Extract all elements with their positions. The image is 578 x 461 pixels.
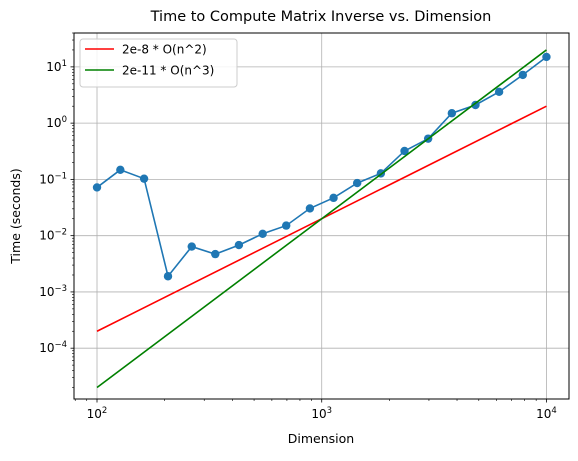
y-tick-label: 100 (46, 115, 67, 130)
data-point (471, 100, 480, 110)
chart-title: Time to Compute Matrix Inverse vs. Dimen… (150, 9, 492, 25)
plot-series (92, 49, 551, 389)
y-axis-label: Time (seconds) (8, 168, 23, 264)
data-point (518, 70, 527, 80)
legend-label: 2e-11 * O(n^3) (122, 64, 214, 78)
axis-ticks: 102 103 104 10−4 10−3 10−2 10−1 100 101 (39, 59, 557, 421)
y-tick-label: 10−3 (39, 284, 67, 299)
y-tick-label: 10−2 (39, 228, 67, 243)
data-point (116, 165, 125, 175)
legend-box (79, 38, 238, 88)
data-point (400, 146, 409, 156)
x-tick-label: 103 (311, 406, 332, 421)
data-point (258, 229, 267, 238)
data-point (211, 249, 220, 259)
data-point (163, 272, 173, 281)
minor-ticks (72, 32, 537, 401)
data-point (542, 52, 551, 62)
x-tick-label: 102 (87, 406, 108, 421)
y-tick-label: 101 (46, 59, 67, 74)
x-tick-label: 104 (536, 406, 557, 421)
data-point (447, 109, 457, 118)
legend: 2e-8 * O(n^2) 2e-11 * O(n^3) (79, 38, 238, 88)
fit-line-2 (96, 49, 547, 389)
data-point (139, 174, 149, 183)
data-point (329, 193, 338, 203)
data-point (494, 87, 504, 97)
data-point (234, 240, 244, 250)
data-point (92, 183, 102, 192)
legend-label: 2e-8 * O(n^2) (122, 43, 207, 57)
y-tick-label: 10−1 (39, 171, 67, 186)
x-axis-label: Dimension (288, 431, 354, 446)
data-point (305, 204, 315, 213)
data-point (352, 178, 362, 188)
y-tick-label: 10−4 (39, 340, 67, 355)
data-point (282, 221, 291, 230)
data-point (187, 242, 196, 251)
grid-lines (74, 33, 569, 399)
